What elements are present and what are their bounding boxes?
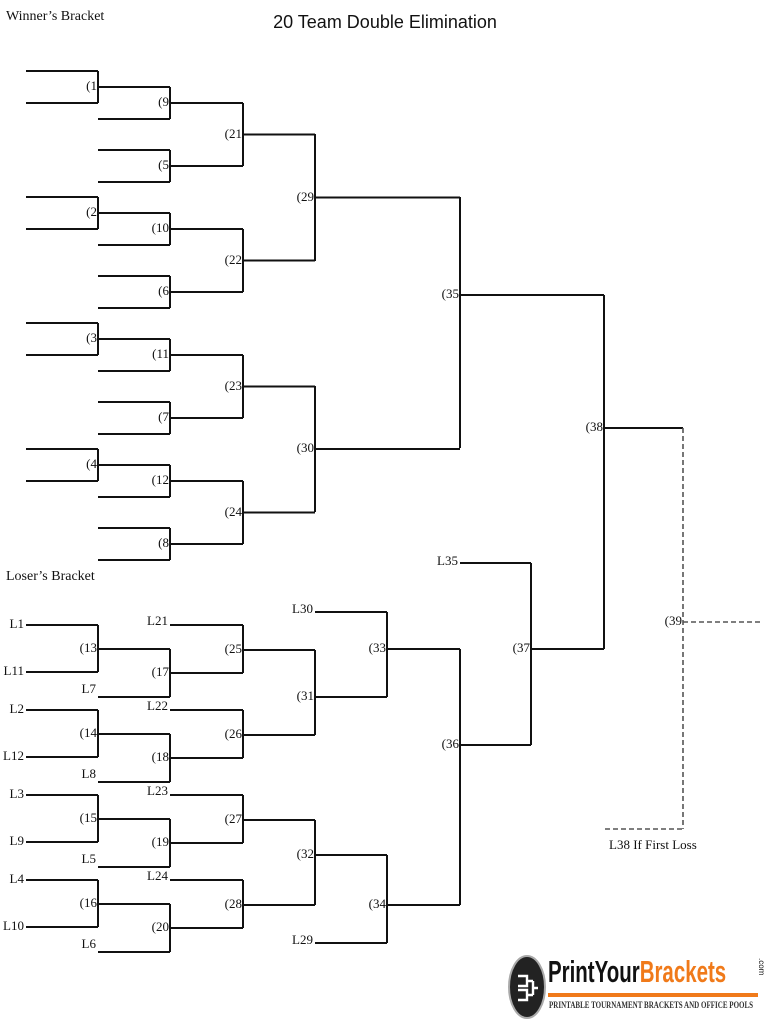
game-6-label: (6: [158, 283, 169, 298]
game-30-label: (30: [296, 440, 314, 455]
seed-L24-label: L24: [147, 868, 168, 883]
page-title: 20 Team Double Elimination: [273, 12, 497, 32]
game-12-label: (12: [151, 472, 169, 487]
game-10-label: (10: [151, 220, 169, 235]
seed-L35-label: L35: [437, 553, 458, 568]
game-29-label: (29: [296, 188, 314, 204]
game-13-label: (13: [79, 640, 97, 655]
seed-L10-label: L10: [3, 918, 24, 933]
logo-text-2: Brackets: [639, 954, 727, 989]
seed-L5-label: L5: [81, 851, 96, 866]
losers-bracket-heading: Loser’s Bracket: [6, 569, 95, 584]
game-15-label: (15: [79, 810, 97, 825]
game-28-label: (28: [224, 896, 242, 911]
game-3-label: (3: [86, 330, 97, 345]
game-9-label: (9: [158, 94, 169, 109]
game-36-label: (36: [441, 736, 459, 751]
logo-text-1: PrintYour: [548, 954, 640, 989]
winners-bracket-heading: Winner’s Bracket: [6, 9, 105, 24]
game-26-label: (26: [224, 726, 242, 741]
game-25-label: (25: [224, 641, 242, 656]
game-34-label: (34: [368, 896, 386, 911]
game-37-label: (37: [512, 640, 530, 655]
game-14-label: (14: [79, 725, 97, 740]
game-33-label: (33: [368, 640, 386, 655]
game-21-label: (21: [224, 125, 242, 141]
game-32-label: (32: [296, 846, 314, 861]
seed-L6-label: L6: [81, 936, 96, 951]
game-11-label: (11: [152, 346, 169, 361]
seed-L2-label: L2: [9, 701, 24, 716]
game-19-label: (19: [151, 834, 169, 849]
seed-L4-label: L4: [9, 871, 24, 886]
game-1-label: (1: [86, 78, 97, 93]
game-27-label: (27: [224, 811, 242, 826]
game-18-label: (18: [151, 749, 169, 764]
game-23-label: (23: [224, 377, 242, 393]
logo-underline: [548, 993, 758, 997]
game-16-label: (16: [79, 895, 97, 910]
seed-L9-label: L9: [9, 833, 24, 848]
game-38-label: (38: [585, 419, 603, 434]
seed-L21-label: L21: [147, 613, 168, 628]
logo-tagline: PRINTABLE TOURNAMENT BRACKETS AND OFFICE…: [549, 1000, 754, 1010]
if-first-loss-label: L38 If First Loss: [609, 837, 697, 852]
game-24-label: (24: [224, 503, 242, 519]
printyourbrackets-logo: PrintYourBrackets .com PRINTABLE TOURNAM…: [508, 952, 766, 1022]
seed-L8-label: L8: [81, 766, 96, 781]
game-8-label: (8: [158, 535, 169, 550]
game-20-label: (20: [151, 919, 169, 934]
seed-L30-label: L30: [292, 601, 313, 616]
game-5-label: (5: [158, 157, 169, 172]
seed-L12-label: L12: [3, 748, 24, 763]
logo-domain: .com: [757, 958, 766, 976]
seed-L22-label: L22: [147, 698, 168, 713]
seed-L1-label: L1: [9, 616, 24, 631]
seed-L3-label: L3: [9, 786, 24, 801]
seed-L23-label: L23: [147, 783, 168, 798]
game-2-label: (2: [86, 204, 97, 219]
game-39-label: (39: [664, 613, 682, 628]
seed-L29-label: L29: [292, 932, 313, 947]
seed-L7-label: L7: [81, 681, 96, 696]
game-22-label: (22: [224, 251, 242, 267]
seed-L11-label: L11: [3, 663, 24, 678]
game-17-label: (17: [151, 664, 169, 679]
bracket-logo-icon: [508, 955, 546, 1019]
game-4-label: (4: [86, 456, 97, 471]
game-31-label: (31: [296, 688, 314, 703]
game-7-label: (7: [158, 409, 169, 424]
game-35-label: (35: [441, 286, 459, 301]
logo-wordmark: PrintYourBrackets: [548, 952, 726, 992]
